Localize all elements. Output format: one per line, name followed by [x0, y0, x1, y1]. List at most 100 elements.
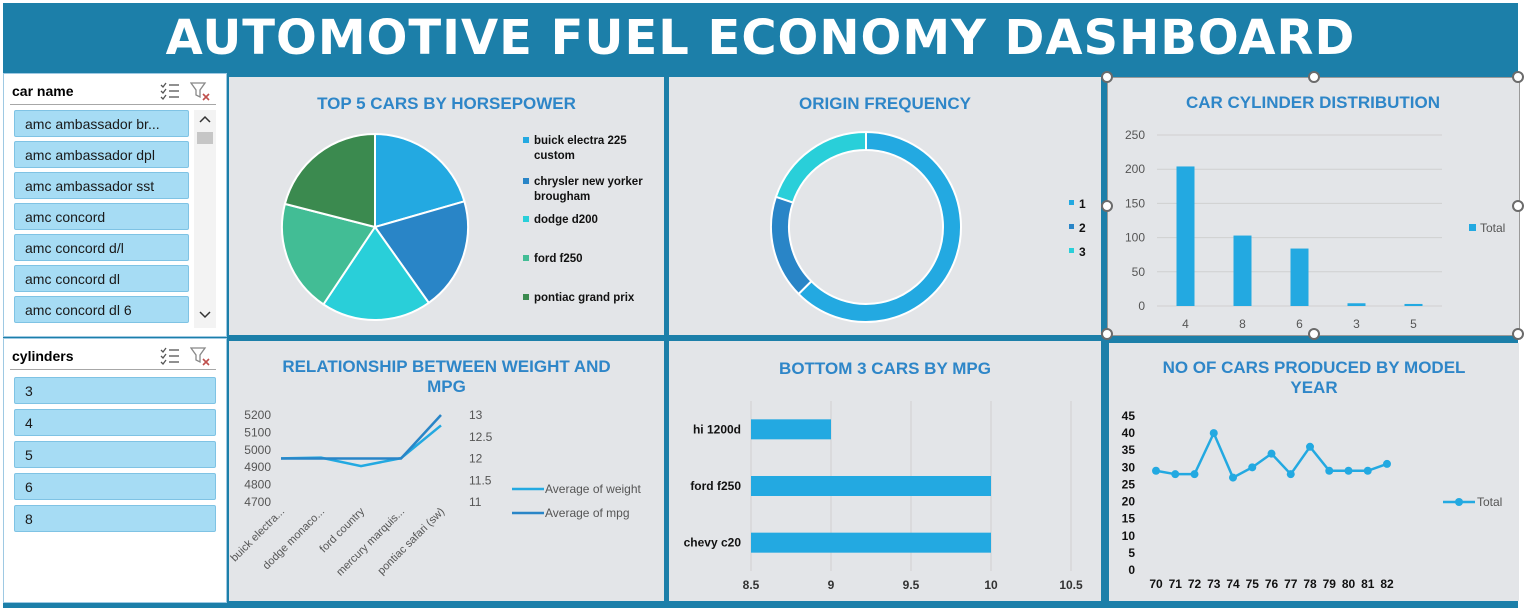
origin-frequency-panel: ORIGIN FREQUENCY 1 2 3 [669, 77, 1101, 335]
y-tick-label: 15 [1122, 512, 1136, 526]
x-tick-label: 80 [1342, 577, 1356, 591]
resize-handle[interactable] [1512, 200, 1524, 212]
bottom3-mpg-panel: BOTTOM 3 CARS BY MPG 8.5 9 9.5 10 10.5 hi 120… [669, 341, 1101, 601]
bottom3-mpg-title: BOTTOM 3 CARS BY MPG [779, 359, 991, 378]
clear-filter-icon[interactable] [190, 347, 212, 367]
car-name-slicer-item[interactable]: amc ambassador br... [14, 110, 189, 137]
y-tick-label: 4900 [244, 460, 271, 474]
car-name-slicer-item[interactable]: amc ambassador dpl [14, 141, 189, 168]
cylinders-slicer-item[interactable]: 3 [14, 377, 216, 404]
cylinders-slicer-item[interactable]: 8 [14, 505, 216, 532]
y-tick-label: 5200 [244, 408, 271, 422]
x-tick-label: 72 [1188, 577, 1202, 591]
data-point [1267, 449, 1276, 458]
resize-handle[interactable] [1512, 328, 1524, 340]
origin-frequency-title: ORIGIN FREQUENCY [799, 94, 971, 113]
x-tick-label: 70 [1149, 577, 1163, 591]
car-name-slicer-item[interactable]: amc concord dl 6 [14, 296, 189, 323]
legend-label: pontiac grand prix [534, 292, 635, 304]
data-point [1325, 466, 1334, 475]
legend-label: Average of weight [545, 482, 642, 496]
y-tick-label: 10 [1122, 529, 1136, 543]
cylinders-slicer-item[interactable]: 5 [14, 441, 216, 468]
pie-slice [373, 200, 469, 305]
data-point [1171, 470, 1180, 479]
y-tick-label: ford f250 [690, 479, 741, 493]
data-point [1229, 473, 1237, 482]
data-point [1344, 466, 1353, 475]
cylinders-slicer[interactable]: cylinders 3 4 5 6 8 [3, 338, 227, 603]
x-tick-label: 76 [1265, 577, 1279, 591]
legend-label: 1 [1079, 197, 1086, 211]
x-tick-label: 9 [828, 578, 835, 592]
x-tick-label: 3 [1353, 317, 1360, 331]
scroll-thumb [197, 132, 213, 144]
car-name-slicer-header: car name [10, 80, 216, 105]
legend-swatch [1069, 248, 1074, 253]
legend-swatch [1069, 224, 1074, 229]
dashboard-frame: AUTOMOTIVE FUEL ECONOMY DASHBOARD car na… [3, 3, 1524, 608]
donut-slice [770, 195, 813, 296]
weight-mpg-title: RELATIONSHIP BETWEEN WEIGHT AND MPG [282, 357, 611, 396]
y-tick-label: 5100 [244, 425, 271, 439]
top5-horsepower-chart: buick electra 225 custom chrysler new york… [281, 132, 643, 321]
resize-handle[interactable] [1101, 71, 1113, 83]
series-line [281, 414, 442, 460]
resize-handle[interactable] [1308, 328, 1320, 340]
multi-select-icon[interactable] [160, 82, 180, 100]
resize-handle[interactable] [1308, 71, 1320, 83]
x-tick-label: 10.5 [1059, 578, 1083, 592]
y-tick-label: 20 [1122, 495, 1136, 509]
model-year-chart: 0 5 10 15 20 25 30 35 40 45 70 71 72 73 74 75 76 77 78 79 80… [1122, 409, 1503, 591]
scroll-down-icon [199, 311, 211, 319]
car-name-scrollbar[interactable] [194, 110, 216, 328]
clear-filter-icon[interactable] [190, 82, 212, 102]
legend-swatch [523, 255, 529, 261]
data-point [1209, 429, 1218, 438]
pie-slice [374, 132, 466, 229]
resize-handle[interactable] [1101, 328, 1113, 340]
bar [1233, 235, 1252, 306]
x-tick-label: 5 [1410, 317, 1417, 331]
y-tick-label: 45 [1122, 409, 1136, 423]
model-year-panel: NO OF CARS PRODUCED BY MODEL YEAR 0 5 10 15… [1109, 343, 1519, 601]
resize-handle[interactable] [1512, 71, 1524, 83]
pie-slice [281, 202, 377, 306]
legend-label: Total [1480, 221, 1505, 235]
x-tick-label: pontiac safari (sw) [376, 506, 448, 578]
x-tick-label: 8 [1239, 317, 1246, 331]
multi-select-icon[interactable] [160, 347, 180, 365]
legend-label: Total [1477, 495, 1502, 509]
cylinder-distribution-panel[interactable]: CAR CYLINDER DISTRIBUTION 0 50 100 150 200 25… [1107, 77, 1519, 335]
bottom3-mpg-chart: 8.5 9 9.5 10 10.5 hi 1200d ford f250 chevy c20 [684, 401, 1083, 592]
y-tick-label: hi 1200d [693, 422, 741, 436]
car-name-slicer[interactable]: car name amc ambassador br... amc ambassa… [3, 73, 227, 337]
bar [751, 476, 991, 496]
data-point [1190, 470, 1199, 479]
chart-selection-border [1107, 77, 1520, 336]
x-tick-label: 8.5 [743, 578, 760, 592]
cylinders-slicer-item[interactable]: 4 [14, 409, 216, 436]
x-tick-label: 4 [1182, 317, 1189, 331]
x-tick-label: 75 [1246, 577, 1260, 591]
car-name-slicer-item[interactable]: amc concord [14, 203, 189, 230]
car-name-slicer-item[interactable]: amc ambassador sst [14, 172, 189, 199]
weight-mpg-panel: RELATIONSHIP BETWEEN WEIGHT AND MPG 4700… [229, 341, 664, 601]
legend-label: buick electra 225 [534, 135, 627, 147]
legend-swatch [523, 137, 529, 143]
car-name-slicer-item[interactable]: amc concord dl [14, 265, 189, 292]
y-tick-label: 4800 [244, 478, 271, 492]
bar [1290, 248, 1309, 306]
cylinders-slicer-item[interactable]: 6 [14, 473, 216, 500]
legend-label: 2 [1079, 221, 1086, 235]
cylinders-slicer-header: cylinders [10, 345, 216, 370]
resize-handle[interactable] [1101, 200, 1113, 212]
y2-tick-label: 12.5 [469, 430, 493, 444]
cylinders-slicer-title: cylinders [12, 348, 74, 364]
y-tick-label: 250 [1125, 128, 1145, 142]
legend-swatch [523, 178, 529, 184]
y-tick-label: 4700 [244, 495, 271, 509]
bar [1176, 166, 1195, 306]
x-tick-label: 82 [1380, 577, 1394, 591]
car-name-slicer-item[interactable]: amc concord d/l [14, 234, 189, 261]
